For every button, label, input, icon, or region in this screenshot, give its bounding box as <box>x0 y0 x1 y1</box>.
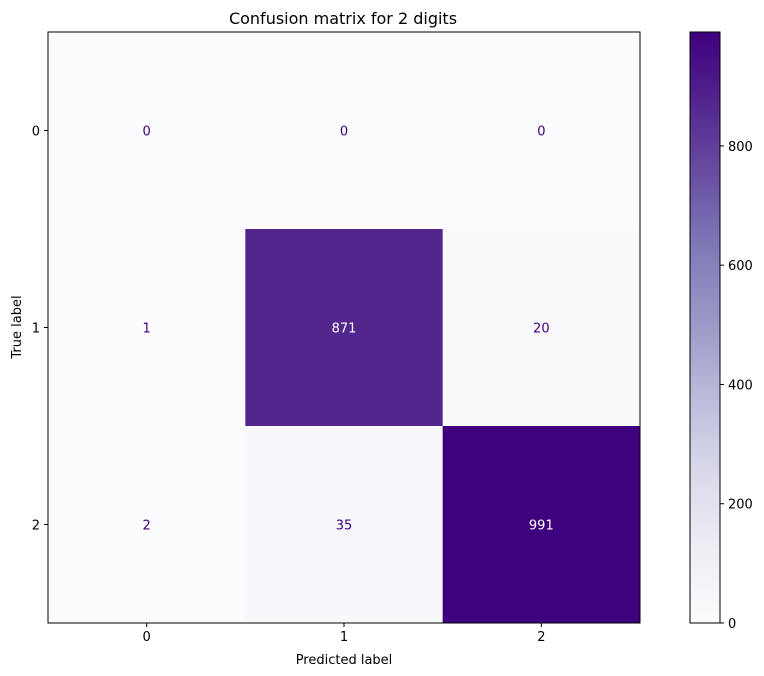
colorbar-tick-label: 800 <box>728 140 753 155</box>
colorbar-tick-label: 400 <box>728 378 753 393</box>
heatmap-cell <box>48 229 246 427</box>
colorbar-tick-label: 0 <box>728 617 736 632</box>
cell-value-label: 871 <box>332 322 357 337</box>
cell-value-label: 0 <box>143 125 151 140</box>
heatmap-cell <box>442 229 641 427</box>
cell-value-label: 20 <box>533 322 550 337</box>
cell-value-label: 35 <box>336 519 353 534</box>
colorbar <box>689 31 721 624</box>
y-axis-ticks: 0 1 2 <box>32 125 48 534</box>
cell-value-label: 991 <box>529 519 554 534</box>
colorbar-tick-label: 200 <box>728 498 753 513</box>
x-tick-label: 2 <box>537 630 545 645</box>
y-tick-label: 1 <box>32 322 40 337</box>
heatmap-cell <box>48 32 246 230</box>
cell-value-label: 0 <box>537 125 545 140</box>
cell-value-label: 1 <box>143 322 151 337</box>
heatmap-cells: 0 0 0 1 871 20 2 35 991 <box>48 32 641 624</box>
heatmap-cell <box>48 426 246 624</box>
heatmap-cell <box>245 229 444 427</box>
cell-value-label: 2 <box>143 519 151 534</box>
colorbar-ticks: 0 200 400 600 800 <box>720 140 753 632</box>
x-tick-label: 0 <box>143 630 151 645</box>
heatmap-cell <box>245 426 444 624</box>
y-axis-label: True label <box>10 295 25 359</box>
x-axis-label: Predicted label <box>296 653 393 668</box>
chart-title: Confusion matrix for 2 digits <box>229 9 457 28</box>
x-tick-label: 1 <box>340 630 348 645</box>
heatmap-cell <box>442 426 641 624</box>
cell-value-label: 0 <box>340 125 348 140</box>
y-tick-label: 2 <box>32 519 40 534</box>
x-axis-ticks: 0 1 2 <box>143 623 545 645</box>
heatmap-cell <box>245 32 444 230</box>
heatmap-cell <box>442 32 641 230</box>
colorbar-tick-label: 600 <box>728 259 753 274</box>
y-tick-label: 0 <box>32 125 40 140</box>
